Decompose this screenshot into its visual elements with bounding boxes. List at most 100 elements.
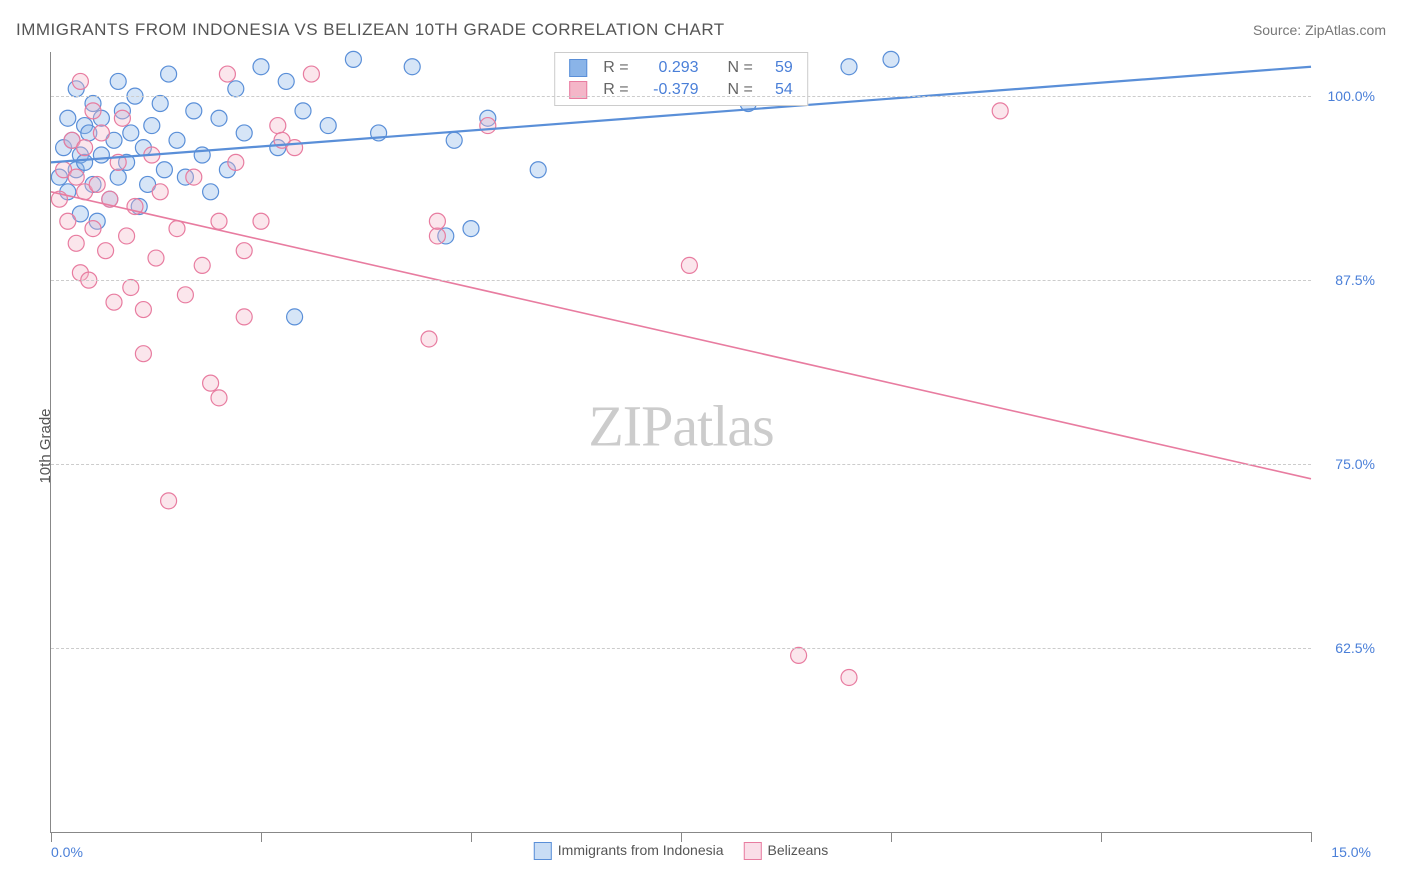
scatter-point [77,154,93,170]
x-tick [51,832,52,842]
scatter-point [253,213,269,229]
legend: Immigrants from Indonesia Belizeans [534,842,828,860]
scatter-point [211,390,227,406]
scatter-point [177,287,193,303]
source-attribution: Source: ZipAtlas.com [1253,22,1386,38]
x-axis-max-label: 15.0% [1331,844,1371,860]
gridline-h [51,464,1311,465]
scatter-point [93,147,109,163]
scatter-point [77,140,93,156]
y-tick-label: 100.0% [1328,88,1375,104]
chart-title: IMMIGRANTS FROM INDONESIA VS BELIZEAN 10… [16,20,725,40]
scatter-point [203,184,219,200]
scatter-point [841,59,857,75]
scatter-point [287,309,303,325]
scatter-point [791,647,807,663]
scatter-point [270,118,286,134]
scatter-point [123,279,139,295]
correlation-stat-box: R =0.293 N =59R =-0.379 N =54 [554,52,808,106]
scatter-point [278,73,294,89]
scatter-point [303,66,319,82]
scatter-point [60,213,76,229]
scatter-point [883,51,899,67]
x-tick [1101,832,1102,842]
stat-row: R =-0.379 N =54 [569,79,793,101]
scatter-point [114,110,130,126]
scatter-point [236,125,252,141]
scatter-point [194,257,210,273]
scatter-point [421,331,437,347]
legend-item: Belizeans [744,842,829,860]
scatter-point [992,103,1008,119]
scatter-point [530,162,546,178]
scatter-point [681,257,697,273]
trend-line [51,192,1311,479]
scatter-point [156,162,172,178]
x-tick [261,832,262,842]
x-tick [891,832,892,842]
series-swatch [569,59,587,77]
scatter-point [148,250,164,266]
scatter-point [89,176,105,192]
gridline-h [51,280,1311,281]
y-tick-label: 87.5% [1335,272,1375,288]
scatter-point [211,110,227,126]
scatter-point [253,59,269,75]
scatter-point [236,243,252,259]
legend-swatch [744,842,762,860]
scatter-point [68,169,84,185]
scatter-point [135,302,151,318]
scatter-point [161,66,177,82]
gridline-h [51,648,1311,649]
scatter-point [320,118,336,134]
scatter-point [144,118,160,134]
gridline-h [51,96,1311,97]
y-tick-label: 62.5% [1335,640,1375,656]
scatter-point [295,103,311,119]
scatter-svg [51,52,1311,832]
scatter-point [110,169,126,185]
scatter-point [345,51,361,67]
y-tick-label: 75.0% [1335,456,1375,472]
x-axis-min-label: 0.0% [51,844,83,860]
scatter-point [429,213,445,229]
scatter-point [228,81,244,97]
scatter-point [110,73,126,89]
scatter-point [463,221,479,237]
scatter-point [135,346,151,362]
scatter-point [236,309,252,325]
stat-row: R =0.293 N =59 [569,57,793,79]
scatter-point [429,228,445,244]
scatter-point [98,243,114,259]
scatter-point [152,96,168,112]
scatter-point [287,140,303,156]
scatter-point [85,103,101,119]
scatter-point [186,103,202,119]
scatter-point [152,184,168,200]
scatter-point [169,132,185,148]
scatter-point [119,228,135,244]
scatter-point [186,169,202,185]
scatter-point [203,375,219,391]
scatter-point [404,59,420,75]
x-tick [471,832,472,842]
scatter-point [123,125,139,141]
scatter-point [85,221,101,237]
scatter-point [169,221,185,237]
legend-swatch [534,842,552,860]
scatter-point [219,66,235,82]
scatter-point [480,118,496,134]
legend-item: Immigrants from Indonesia [534,842,724,860]
plot-area: ZIPatlas R =0.293 N =59R =-0.379 N =54 I… [50,52,1311,833]
scatter-point [211,213,227,229]
scatter-point [60,110,76,126]
scatter-point [161,493,177,509]
x-tick [1311,832,1312,842]
scatter-point [68,235,84,251]
scatter-point [446,132,462,148]
chart-container: IMMIGRANTS FROM INDONESIA VS BELIZEAN 10… [0,0,1406,892]
scatter-point [93,125,109,141]
scatter-point [72,73,88,89]
scatter-point [106,294,122,310]
scatter-point [228,154,244,170]
